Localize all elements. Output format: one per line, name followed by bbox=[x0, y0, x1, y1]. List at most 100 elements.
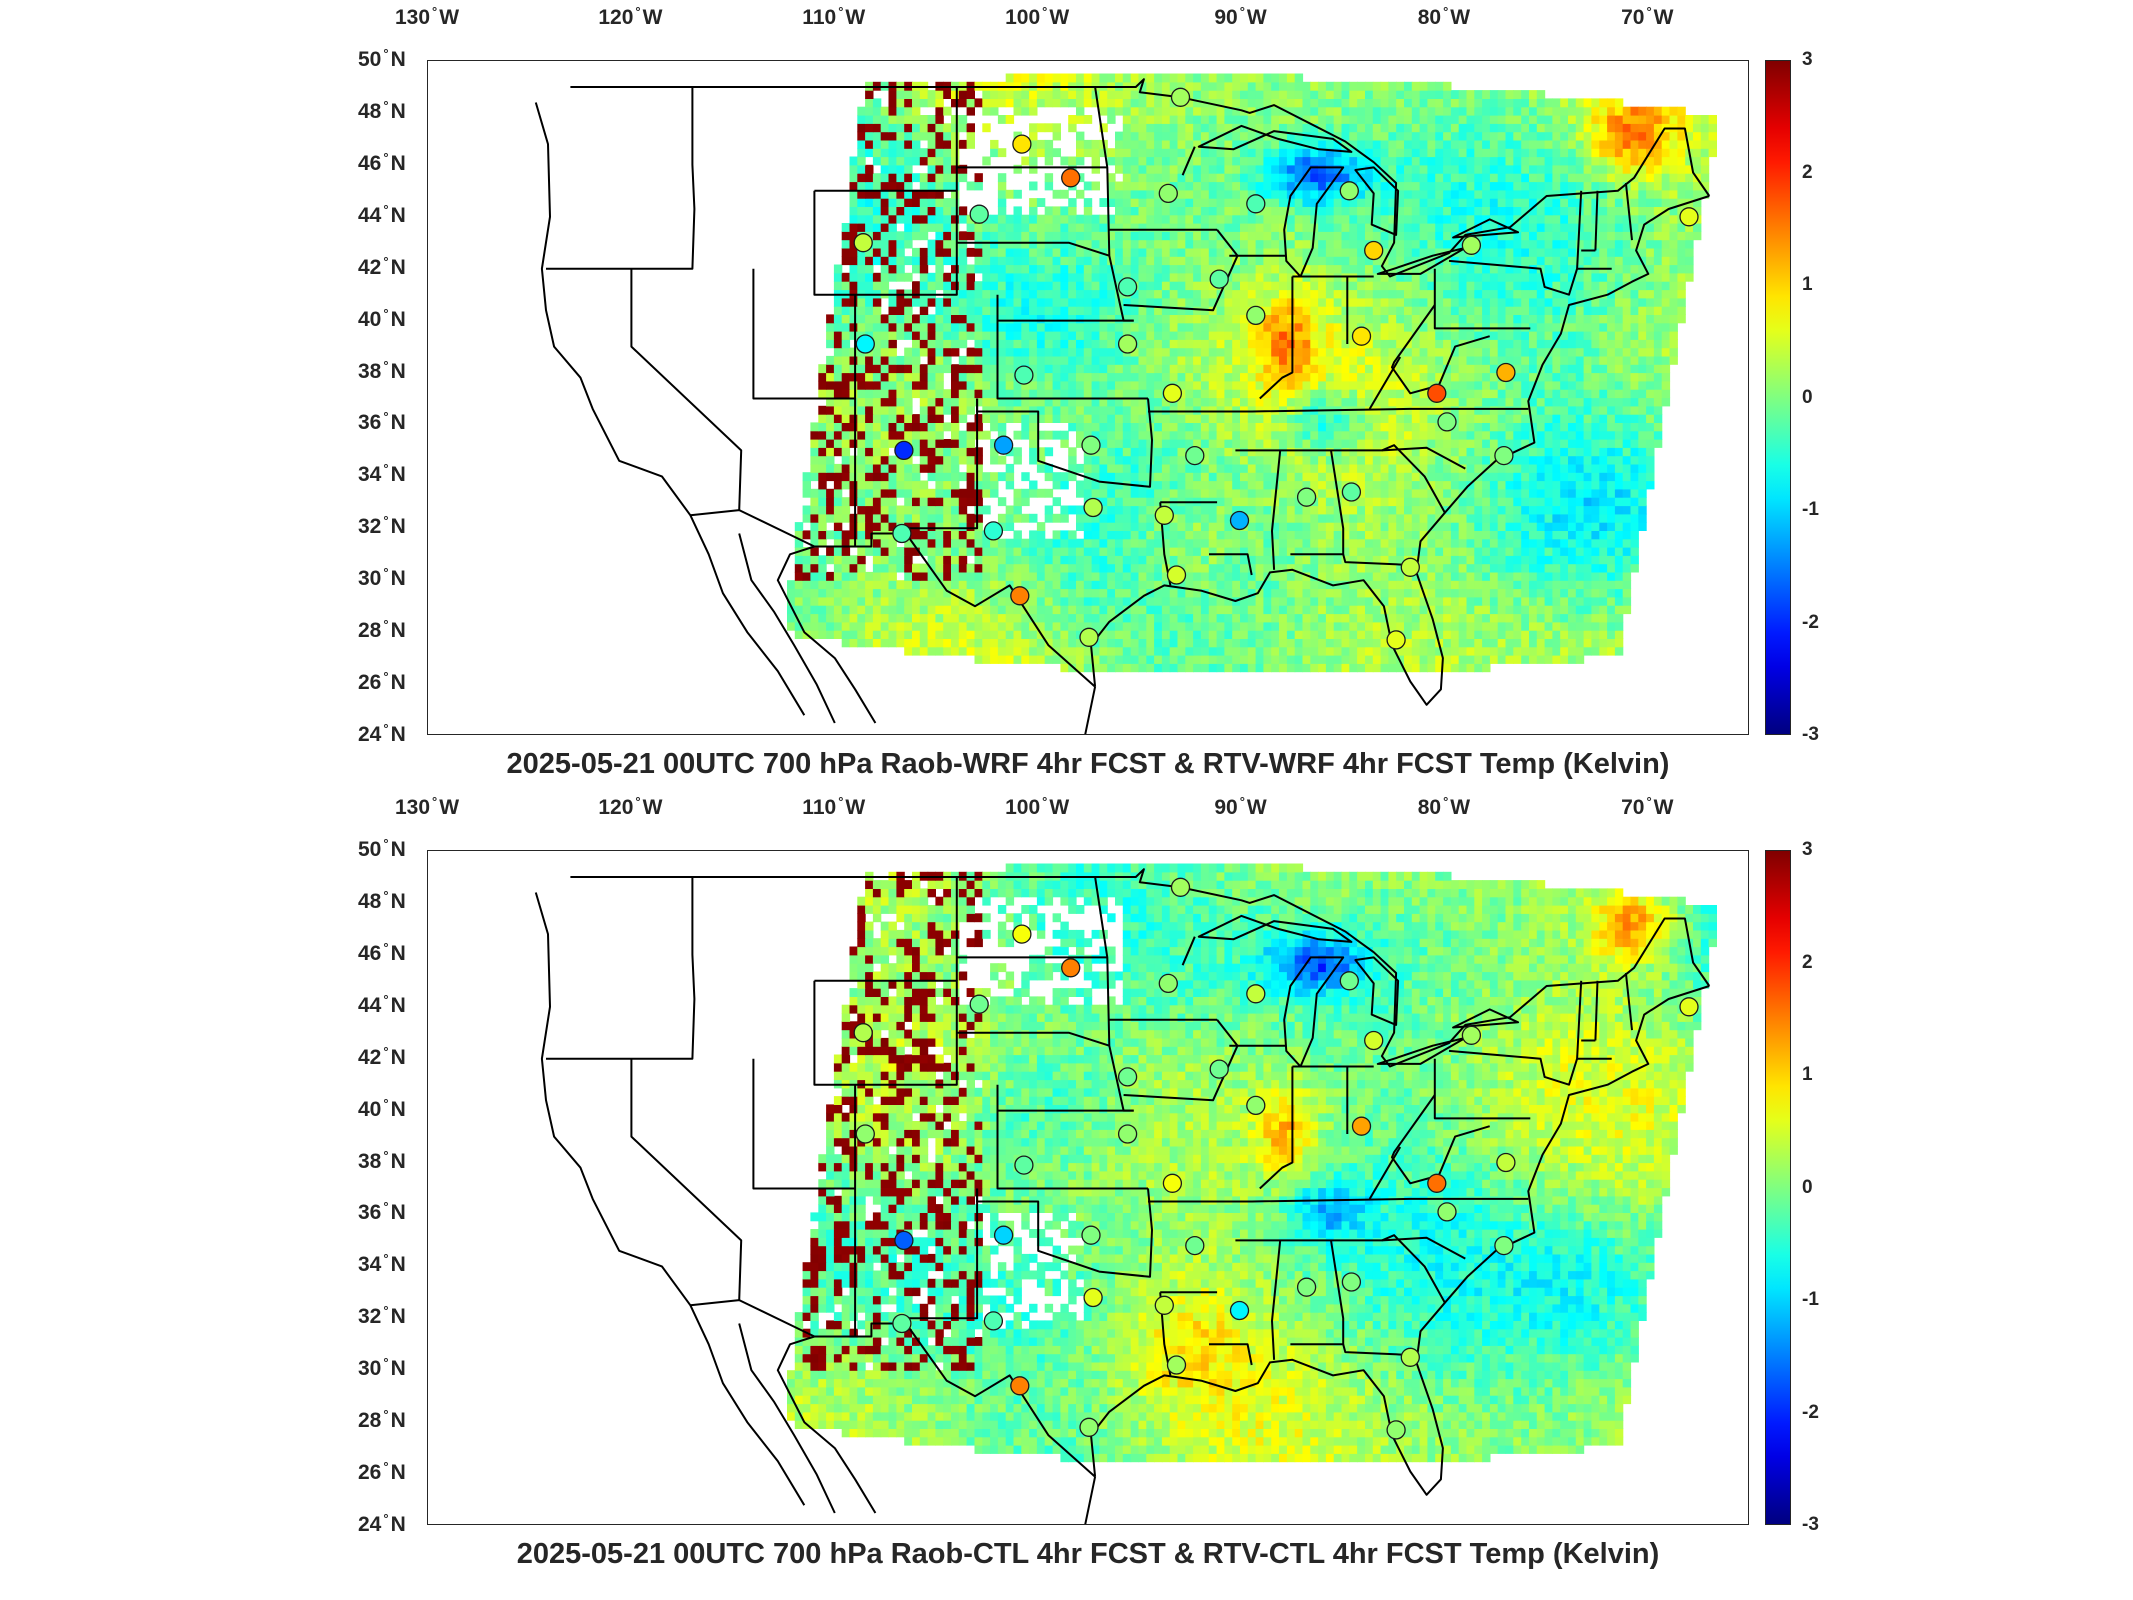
state-border bbox=[630, 1058, 743, 1301]
lat-tick-label: 32 °N bbox=[358, 513, 406, 539]
state-border bbox=[1433, 1058, 1531, 1120]
state-border bbox=[1209, 553, 1253, 576]
state-border bbox=[813, 189, 958, 296]
state-border bbox=[630, 268, 743, 511]
raob-station-marker bbox=[1351, 326, 1372, 346]
lat-tick-label: 46 °N bbox=[358, 149, 406, 175]
lon-tick-label: 130 °W bbox=[394, 4, 460, 29]
raob-station-marker bbox=[1339, 181, 1359, 201]
temperature-difference-field bbox=[787, 73, 1717, 673]
raob-station-marker bbox=[983, 521, 1004, 541]
lat-tick-label: 46 °N bbox=[358, 939, 406, 965]
raob-station-marker bbox=[853, 1023, 873, 1043]
coastline bbox=[534, 102, 806, 716]
coastline bbox=[776, 545, 877, 724]
state-border bbox=[1391, 304, 1490, 395]
raob-station-marker bbox=[1246, 984, 1266, 1004]
raob-station-marker bbox=[1679, 207, 1699, 227]
state-border bbox=[1271, 450, 1282, 570]
raob-station-marker bbox=[1061, 958, 1081, 978]
lat-tick-label: 42 °N bbox=[358, 253, 406, 279]
lon-tick-label: 100 °W bbox=[1005, 794, 1070, 819]
map-plot-area[interactable] bbox=[427, 60, 1749, 735]
state-border bbox=[996, 1084, 1148, 1190]
raob-station-marker bbox=[1012, 134, 1032, 154]
state-border bbox=[1290, 450, 1345, 556]
raob-station-marker bbox=[1364, 1030, 1384, 1051]
lake-outline bbox=[1452, 1008, 1520, 1029]
colorbar-tick-label: -2 bbox=[1802, 1401, 1819, 1423]
state-border bbox=[976, 398, 1153, 488]
coastline bbox=[1084, 686, 1097, 734]
raob-station-marker bbox=[993, 1225, 1014, 1245]
lake-outline bbox=[1197, 914, 1353, 943]
raob-station-marker bbox=[1461, 1025, 1482, 1045]
raob-stations bbox=[853, 877, 1699, 1440]
lat-tick-label: 32 °N bbox=[358, 1303, 406, 1329]
lat-tick-label: 44 °N bbox=[358, 991, 406, 1017]
coastline bbox=[1084, 1476, 1097, 1524]
state-border bbox=[1290, 1240, 1345, 1346]
lat-tick-label: 38 °N bbox=[358, 357, 406, 383]
lat-tick-label: 36 °N bbox=[358, 1199, 406, 1225]
colorbar-tick-label: -1 bbox=[1802, 499, 1819, 520]
lat-tick-label: 26 °N bbox=[358, 669, 406, 695]
state-border bbox=[546, 877, 696, 1060]
raob-station-marker bbox=[1081, 435, 1101, 455]
colorbar-tick-label: 3 bbox=[1802, 839, 1813, 860]
state-border bbox=[1181, 146, 1196, 176]
raob-station-marker bbox=[1296, 1277, 1317, 1297]
raob-station-marker bbox=[1158, 183, 1178, 204]
state-border bbox=[1433, 268, 1531, 330]
colorbar-tick-label: -3 bbox=[1802, 1514, 1819, 1535]
raob-station-marker bbox=[892, 523, 912, 544]
lake-outline bbox=[1376, 246, 1467, 275]
lat-tick-label: 28 °N bbox=[358, 617, 406, 643]
lon-tick-label: 90 °W bbox=[1214, 794, 1267, 819]
raob-station-marker bbox=[853, 233, 873, 253]
raob-station-marker bbox=[1494, 445, 1514, 466]
raob-station-marker bbox=[1012, 924, 1032, 944]
lon-tick-label: 120 °W bbox=[598, 4, 663, 29]
colorbar-tick-label: -1 bbox=[1802, 1289, 1819, 1310]
lat-tick-label: 30 °N bbox=[358, 565, 406, 591]
raob-station-marker bbox=[1166, 1355, 1187, 1375]
state-border bbox=[976, 1188, 1153, 1278]
lon-tick-label: 110 °W bbox=[802, 4, 866, 29]
raob-station-marker bbox=[1229, 510, 1250, 531]
raob-station-marker bbox=[1010, 586, 1030, 606]
raob-station-marker bbox=[1083, 1287, 1103, 1308]
lake-outline bbox=[1452, 218, 1520, 239]
raob-station-marker bbox=[1400, 557, 1420, 577]
state-border bbox=[1624, 972, 1633, 1031]
state-border bbox=[1448, 980, 1583, 1086]
raob-station-marker bbox=[1400, 1347, 1420, 1367]
lat-tick-label: 48 °N bbox=[358, 97, 406, 123]
raob-station-marker bbox=[1079, 1417, 1099, 1437]
raob-station-marker bbox=[1496, 1152, 1516, 1173]
raob-stations bbox=[853, 87, 1699, 650]
raob-station-marker bbox=[1437, 412, 1457, 432]
state-border bbox=[956, 241, 1110, 257]
lon-tick-label: 80 °W bbox=[1417, 4, 1471, 29]
raob-station-marker bbox=[1296, 487, 1317, 507]
raob-station-marker bbox=[1341, 1272, 1362, 1292]
raob-station-marker bbox=[1364, 240, 1384, 261]
raob-station-marker bbox=[1170, 877, 1191, 897]
state-border bbox=[1594, 980, 1599, 1041]
lon-tick-label: 80 °W bbox=[1417, 794, 1471, 819]
raob-station-marker bbox=[1061, 168, 1081, 188]
state-border bbox=[903, 398, 979, 530]
map-svg bbox=[534, 863, 1717, 1524]
colorbar-tick-label: 1 bbox=[1802, 1064, 1813, 1085]
raob-station-marker bbox=[1496, 362, 1516, 383]
colorbar-tick-label: -3 bbox=[1802, 724, 1819, 745]
raob-station-marker bbox=[1351, 1116, 1372, 1136]
map-plot-area[interactable] bbox=[427, 850, 1749, 1525]
colorbar-tick-label: 0 bbox=[1802, 1176, 1813, 1198]
raob-station-marker bbox=[1185, 1235, 1205, 1256]
colorbar-tick-label: 1 bbox=[1802, 274, 1813, 295]
lat-tick-label: 40 °N bbox=[358, 305, 406, 331]
state-border bbox=[996, 294, 1148, 400]
lat-tick-label: 24 °N bbox=[358, 721, 406, 746]
